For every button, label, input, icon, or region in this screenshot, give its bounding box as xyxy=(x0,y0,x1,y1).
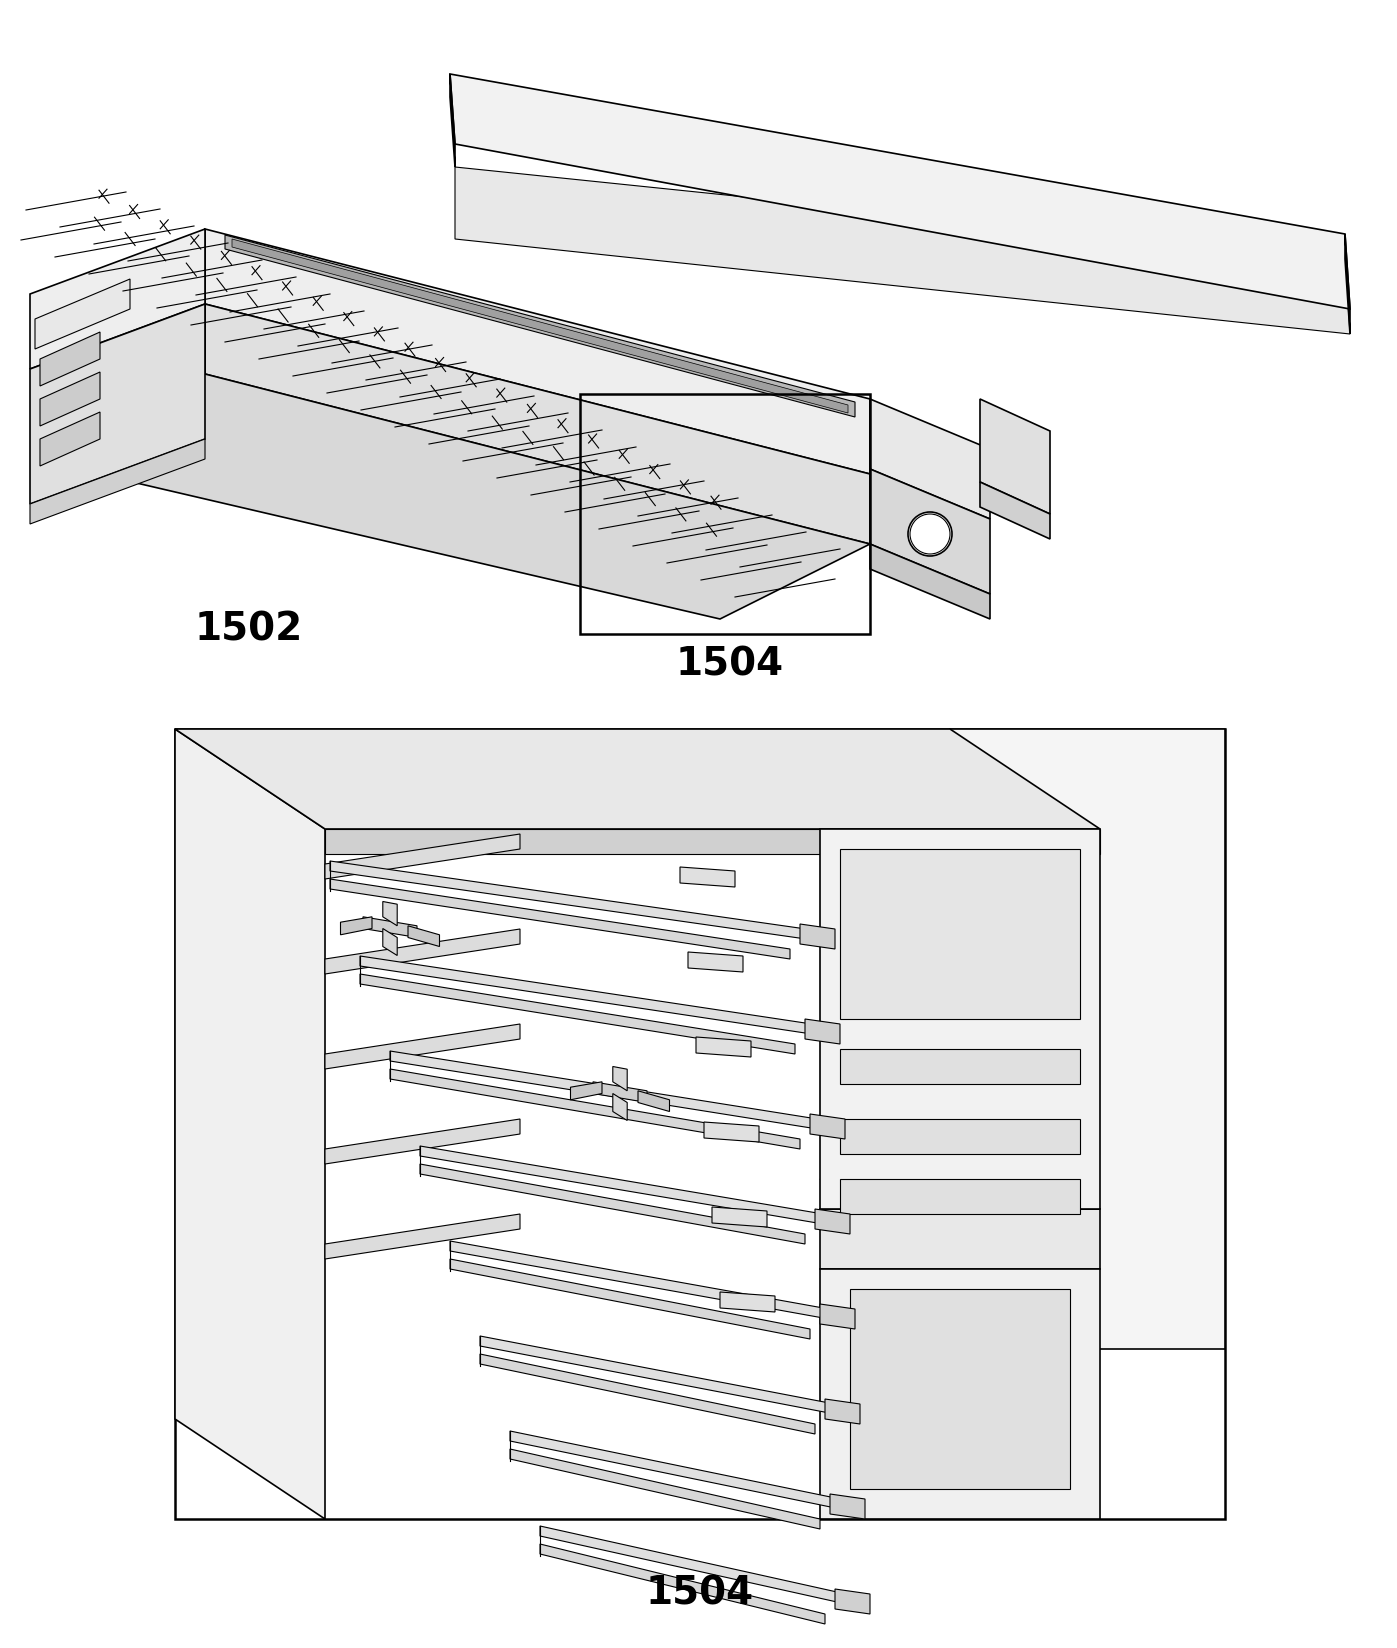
Polygon shape xyxy=(800,925,835,949)
Polygon shape xyxy=(704,1122,759,1142)
Polygon shape xyxy=(35,280,130,349)
Polygon shape xyxy=(41,372,101,427)
Polygon shape xyxy=(326,929,520,974)
Text: 1502: 1502 xyxy=(196,610,303,648)
Polygon shape xyxy=(175,730,1099,829)
Polygon shape xyxy=(41,412,101,466)
Polygon shape xyxy=(541,1526,855,1607)
Polygon shape xyxy=(687,953,743,972)
Polygon shape xyxy=(719,1292,775,1312)
Polygon shape xyxy=(820,1210,1099,1269)
Polygon shape xyxy=(810,1114,845,1139)
Polygon shape xyxy=(29,305,205,504)
Polygon shape xyxy=(390,1051,830,1131)
Polygon shape xyxy=(870,470,990,595)
Polygon shape xyxy=(592,1083,647,1103)
Polygon shape xyxy=(830,1495,865,1519)
Polygon shape xyxy=(835,1589,870,1613)
Polygon shape xyxy=(510,1449,820,1529)
Polygon shape xyxy=(54,374,870,620)
Polygon shape xyxy=(205,229,870,475)
Polygon shape xyxy=(383,929,397,956)
Polygon shape xyxy=(840,849,1080,1020)
Polygon shape xyxy=(840,1050,1080,1084)
Polygon shape xyxy=(341,918,372,934)
Polygon shape xyxy=(408,926,440,948)
Polygon shape xyxy=(225,236,855,417)
Polygon shape xyxy=(326,834,520,880)
Polygon shape xyxy=(383,901,397,926)
Polygon shape xyxy=(680,867,735,888)
Polygon shape xyxy=(54,229,205,374)
Bar xyxy=(580,396,870,634)
Polygon shape xyxy=(450,1259,810,1340)
Polygon shape xyxy=(420,1163,805,1244)
Polygon shape xyxy=(805,1020,840,1045)
Polygon shape xyxy=(29,440,205,524)
Polygon shape xyxy=(820,829,1099,1210)
Polygon shape xyxy=(510,1430,849,1511)
Polygon shape xyxy=(950,730,1225,1350)
Polygon shape xyxy=(326,829,1099,854)
Polygon shape xyxy=(481,1355,814,1434)
Polygon shape xyxy=(175,730,326,1519)
Polygon shape xyxy=(330,862,820,941)
Polygon shape xyxy=(820,1180,1099,1210)
Polygon shape xyxy=(613,1094,627,1121)
Polygon shape xyxy=(481,1337,845,1416)
Polygon shape xyxy=(981,483,1051,539)
Polygon shape xyxy=(455,168,1350,335)
Polygon shape xyxy=(570,1083,602,1101)
Text: 1504: 1504 xyxy=(676,644,784,682)
Polygon shape xyxy=(1345,236,1350,335)
Polygon shape xyxy=(450,74,1350,310)
Polygon shape xyxy=(450,74,455,168)
Polygon shape xyxy=(541,1544,826,1623)
Polygon shape xyxy=(41,333,101,387)
Polygon shape xyxy=(360,974,795,1055)
Circle shape xyxy=(908,513,951,557)
Polygon shape xyxy=(29,229,205,369)
Polygon shape xyxy=(390,1070,800,1149)
Polygon shape xyxy=(820,1269,1099,1519)
Polygon shape xyxy=(232,241,848,414)
Polygon shape xyxy=(826,1399,861,1424)
Polygon shape xyxy=(840,1180,1080,1215)
Polygon shape xyxy=(840,1119,1080,1154)
Polygon shape xyxy=(360,956,826,1037)
Polygon shape xyxy=(205,305,870,545)
Polygon shape xyxy=(363,918,416,938)
Text: 1504: 1504 xyxy=(645,1574,754,1612)
Polygon shape xyxy=(981,400,1051,514)
Polygon shape xyxy=(870,400,990,519)
Polygon shape xyxy=(326,1025,520,1070)
Polygon shape xyxy=(696,1037,752,1058)
Polygon shape xyxy=(820,1304,855,1330)
Polygon shape xyxy=(330,880,789,959)
Polygon shape xyxy=(613,1066,627,1091)
Polygon shape xyxy=(420,1147,835,1226)
Polygon shape xyxy=(326,1215,520,1259)
Bar xyxy=(175,730,1225,1519)
Polygon shape xyxy=(870,545,990,620)
Polygon shape xyxy=(712,1208,767,1228)
Polygon shape xyxy=(450,1241,840,1322)
Circle shape xyxy=(909,514,950,555)
Polygon shape xyxy=(849,1289,1070,1490)
Polygon shape xyxy=(638,1091,669,1112)
Polygon shape xyxy=(814,1210,849,1234)
Polygon shape xyxy=(326,1119,520,1163)
